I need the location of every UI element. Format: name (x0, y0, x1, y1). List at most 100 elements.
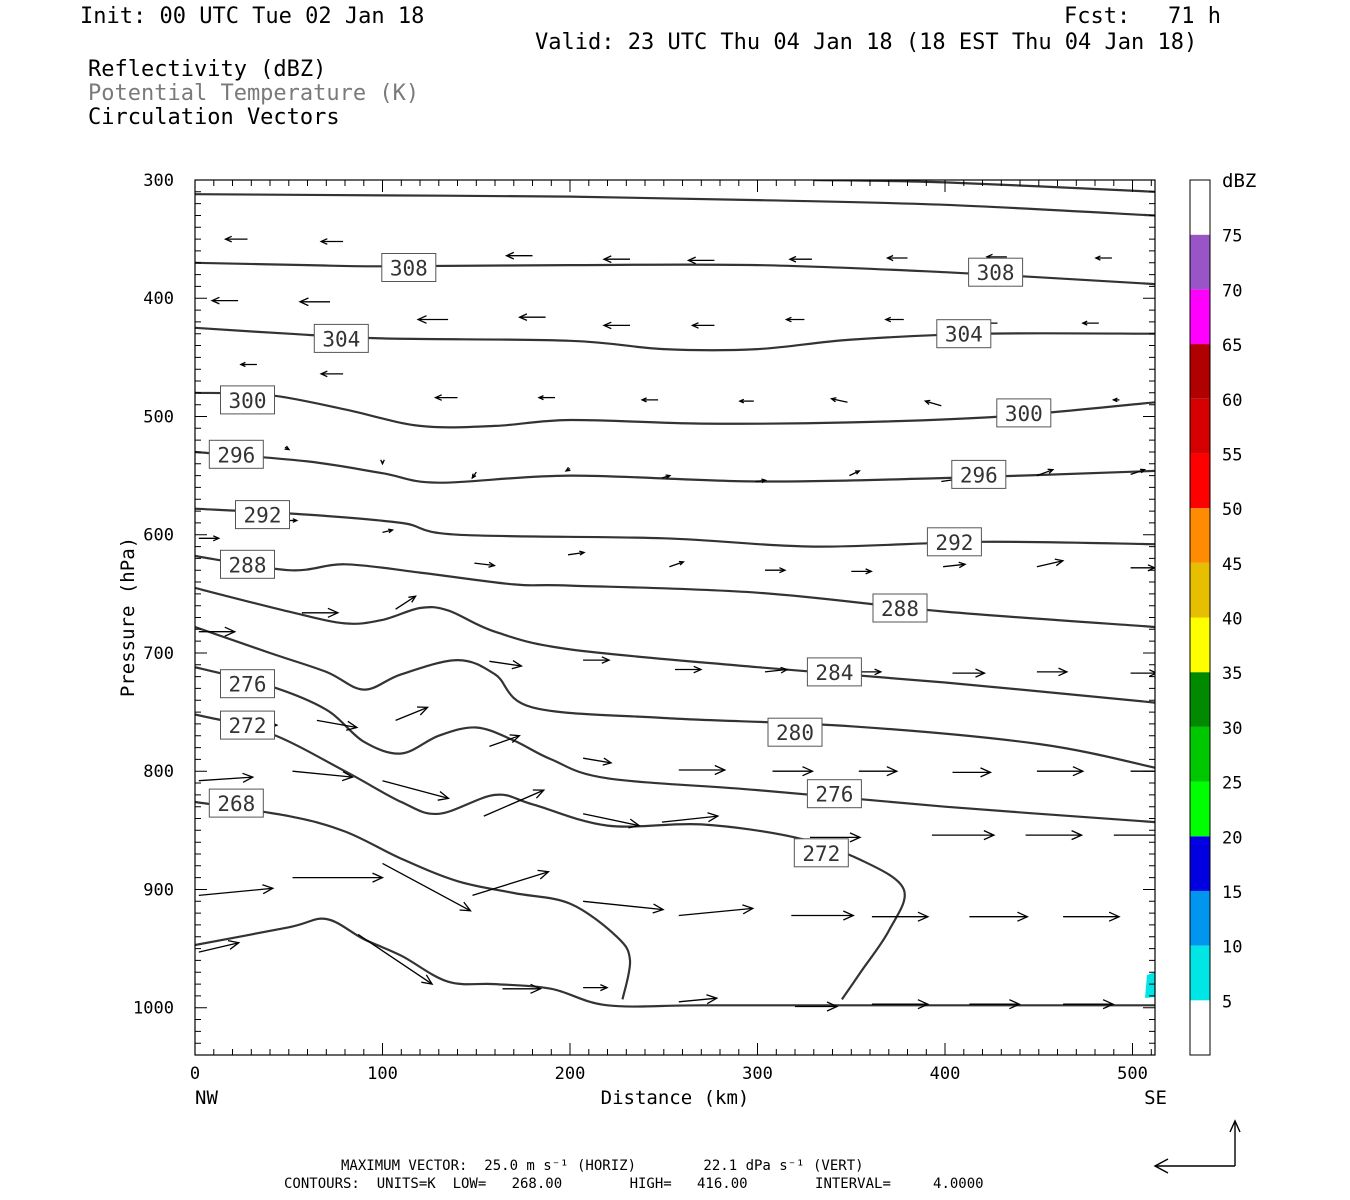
vector-head (885, 254, 894, 262)
vector-shaft (582, 813, 640, 827)
contour-label-box (936, 319, 992, 349)
circulation-vector (472, 869, 551, 897)
circulation-vector (433, 394, 458, 401)
contour-label-box (793, 838, 849, 868)
circulation-vector (772, 766, 815, 777)
vector-shaft (661, 815, 718, 823)
circulation-vector (675, 665, 703, 674)
vector-head (958, 561, 967, 569)
field-reflectivity: Reflectivity (dBZ) (88, 57, 327, 82)
vector-head (224, 626, 237, 637)
vector-head (829, 397, 837, 403)
circulation-vector (849, 470, 861, 477)
vector-head (1162, 831, 1172, 840)
vector-head (1071, 830, 1084, 841)
vector-head (239, 361, 246, 368)
contour-label-text: 304 (945, 323, 983, 347)
contour-label-text: 284 (815, 661, 853, 685)
circulation-vector (661, 474, 672, 479)
circulation-vector (884, 316, 904, 323)
circulation-vector (582, 813, 641, 829)
vector-head (530, 983, 543, 994)
vector-shaft (849, 470, 860, 477)
circulation-vector (969, 911, 1029, 922)
circulation-vector (678, 994, 719, 1005)
circulation-vector (518, 313, 546, 321)
x-tick-label: 0 (190, 1064, 200, 1084)
vector-head (742, 904, 755, 915)
vector-head (262, 884, 275, 895)
vector-head (564, 466, 571, 472)
circulation-vector (489, 660, 523, 670)
colorbar-swatch (1190, 726, 1210, 782)
vector-head (788, 255, 797, 263)
x-tick-label: 300 (742, 1064, 773, 1084)
circulation-vector (483, 789, 546, 817)
colorbar-swatch (1190, 890, 1210, 946)
circulation-vector (1111, 397, 1120, 403)
vector-head (690, 322, 699, 329)
colorbar-tick-label: 25 (1222, 774, 1242, 794)
vector-head (738, 398, 745, 404)
vector-head (1171, 767, 1181, 776)
circulation-vector (738, 398, 754, 404)
vector-head (380, 459, 385, 466)
contour-label: 292 (235, 500, 290, 530)
contour-label-text: 276 (815, 783, 853, 807)
x-tick-label: 500 (1117, 1064, 1148, 1084)
circulation-vector (284, 445, 291, 451)
contour-label-box (220, 549, 275, 579)
circulation-vector (871, 911, 930, 922)
contour-label-text: 288 (229, 553, 267, 577)
circulation-vector (931, 830, 996, 841)
circulation-vector (504, 251, 533, 260)
vector-head (319, 370, 328, 378)
vector-head (346, 720, 359, 731)
circulation-vector (661, 812, 720, 823)
circulation-vector (288, 518, 299, 523)
vector-head (1111, 397, 1118, 403)
vector-head (459, 901, 472, 912)
vector-shaft (568, 551, 585, 556)
vector-head (532, 789, 546, 799)
circulation-vector (1094, 255, 1112, 261)
vector-head (784, 316, 792, 323)
contour-label-box (872, 593, 928, 623)
contour-label: 296 (208, 439, 264, 469)
circulation-vector (923, 399, 942, 407)
vector-head (923, 399, 931, 405)
reference-vector-vertical-head (1229, 1119, 1241, 1133)
vector-head (319, 238, 328, 245)
circulation-vector (765, 567, 787, 574)
colorbar-tick-label: 45 (1222, 555, 1242, 575)
circulation-vector (1025, 830, 1084, 841)
vector-head (874, 668, 883, 676)
isentrope-312 (195, 193, 1155, 217)
contour-label-box (806, 779, 862, 809)
contour-label-text: 272 (802, 842, 840, 866)
isentrope-272 (195, 713, 906, 1001)
vector-head (640, 397, 647, 403)
vector-head (865, 568, 873, 575)
forecast-hour: 71 h (1168, 4, 1221, 29)
colorbar-tick-label: 75 (1222, 227, 1242, 247)
contour-label: 288 (220, 549, 275, 579)
vector-shaft (292, 770, 353, 778)
circulation-vector (858, 668, 883, 676)
isentrope-288 (195, 554, 1155, 629)
contour-label: 280 (767, 717, 823, 747)
contour-label-box (951, 459, 1007, 489)
circulation-vector (1130, 468, 1147, 476)
circulation-vector (1063, 911, 1121, 922)
x-tick-label: 400 (930, 1064, 961, 1084)
colorbar-title: dBZ (1222, 170, 1256, 192)
colorbar-swatch (1190, 289, 1210, 345)
circulation-vector (583, 984, 609, 992)
circulation-vector (298, 297, 330, 307)
vector-head (242, 772, 255, 783)
circulation-vector (640, 397, 659, 403)
contour-label-text: 288 (881, 597, 919, 621)
colorbar-swatch (1190, 562, 1210, 618)
contour-label: 296 (951, 459, 1007, 489)
contour-label: 308 (968, 257, 1024, 287)
